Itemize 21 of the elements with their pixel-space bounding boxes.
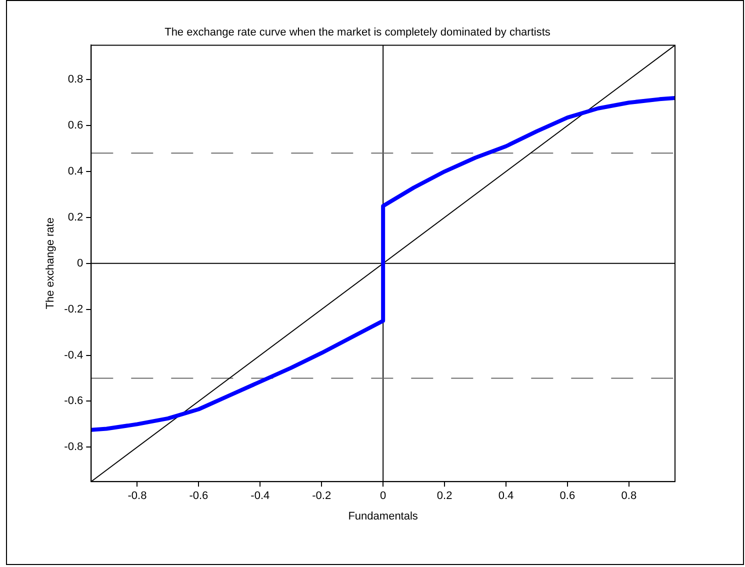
y-tick-label: 0.2 <box>68 211 84 224</box>
y-tick-label: -0.2 <box>64 303 84 316</box>
y-tick-label: 0.4 <box>68 166 84 178</box>
chart-title: The exchange rate curve when the market is completely dominated by chartists <box>164 26 551 39</box>
x-tick-label: -0.2 <box>312 490 332 502</box>
y-tick-label: 0 <box>77 257 84 270</box>
y-tick-label: 0.6 <box>68 120 84 132</box>
x-tick-label: -0.8 <box>128 490 147 502</box>
x-axis-title: Fundamentals <box>348 510 418 522</box>
y-tick-label: -0.6 <box>64 395 84 408</box>
x-tick-label: 0.8 <box>621 490 637 502</box>
x-tick-label: 0.2 <box>436 490 452 502</box>
x-tick-label: -0.6 <box>189 490 208 502</box>
y-axis-title: The exchange rate <box>44 218 57 310</box>
y-tick-label: -0.8 <box>64 441 84 454</box>
y-tick-label: 0.8 <box>68 74 84 86</box>
y-tick-label: -0.4 <box>64 349 84 362</box>
x-tick-label: -0.4 <box>250 490 270 502</box>
x-tick-label: 0 <box>380 490 386 502</box>
x-tick-label: 0.6 <box>560 490 576 502</box>
x-tick-label: 0.4 <box>498 490 514 502</box>
